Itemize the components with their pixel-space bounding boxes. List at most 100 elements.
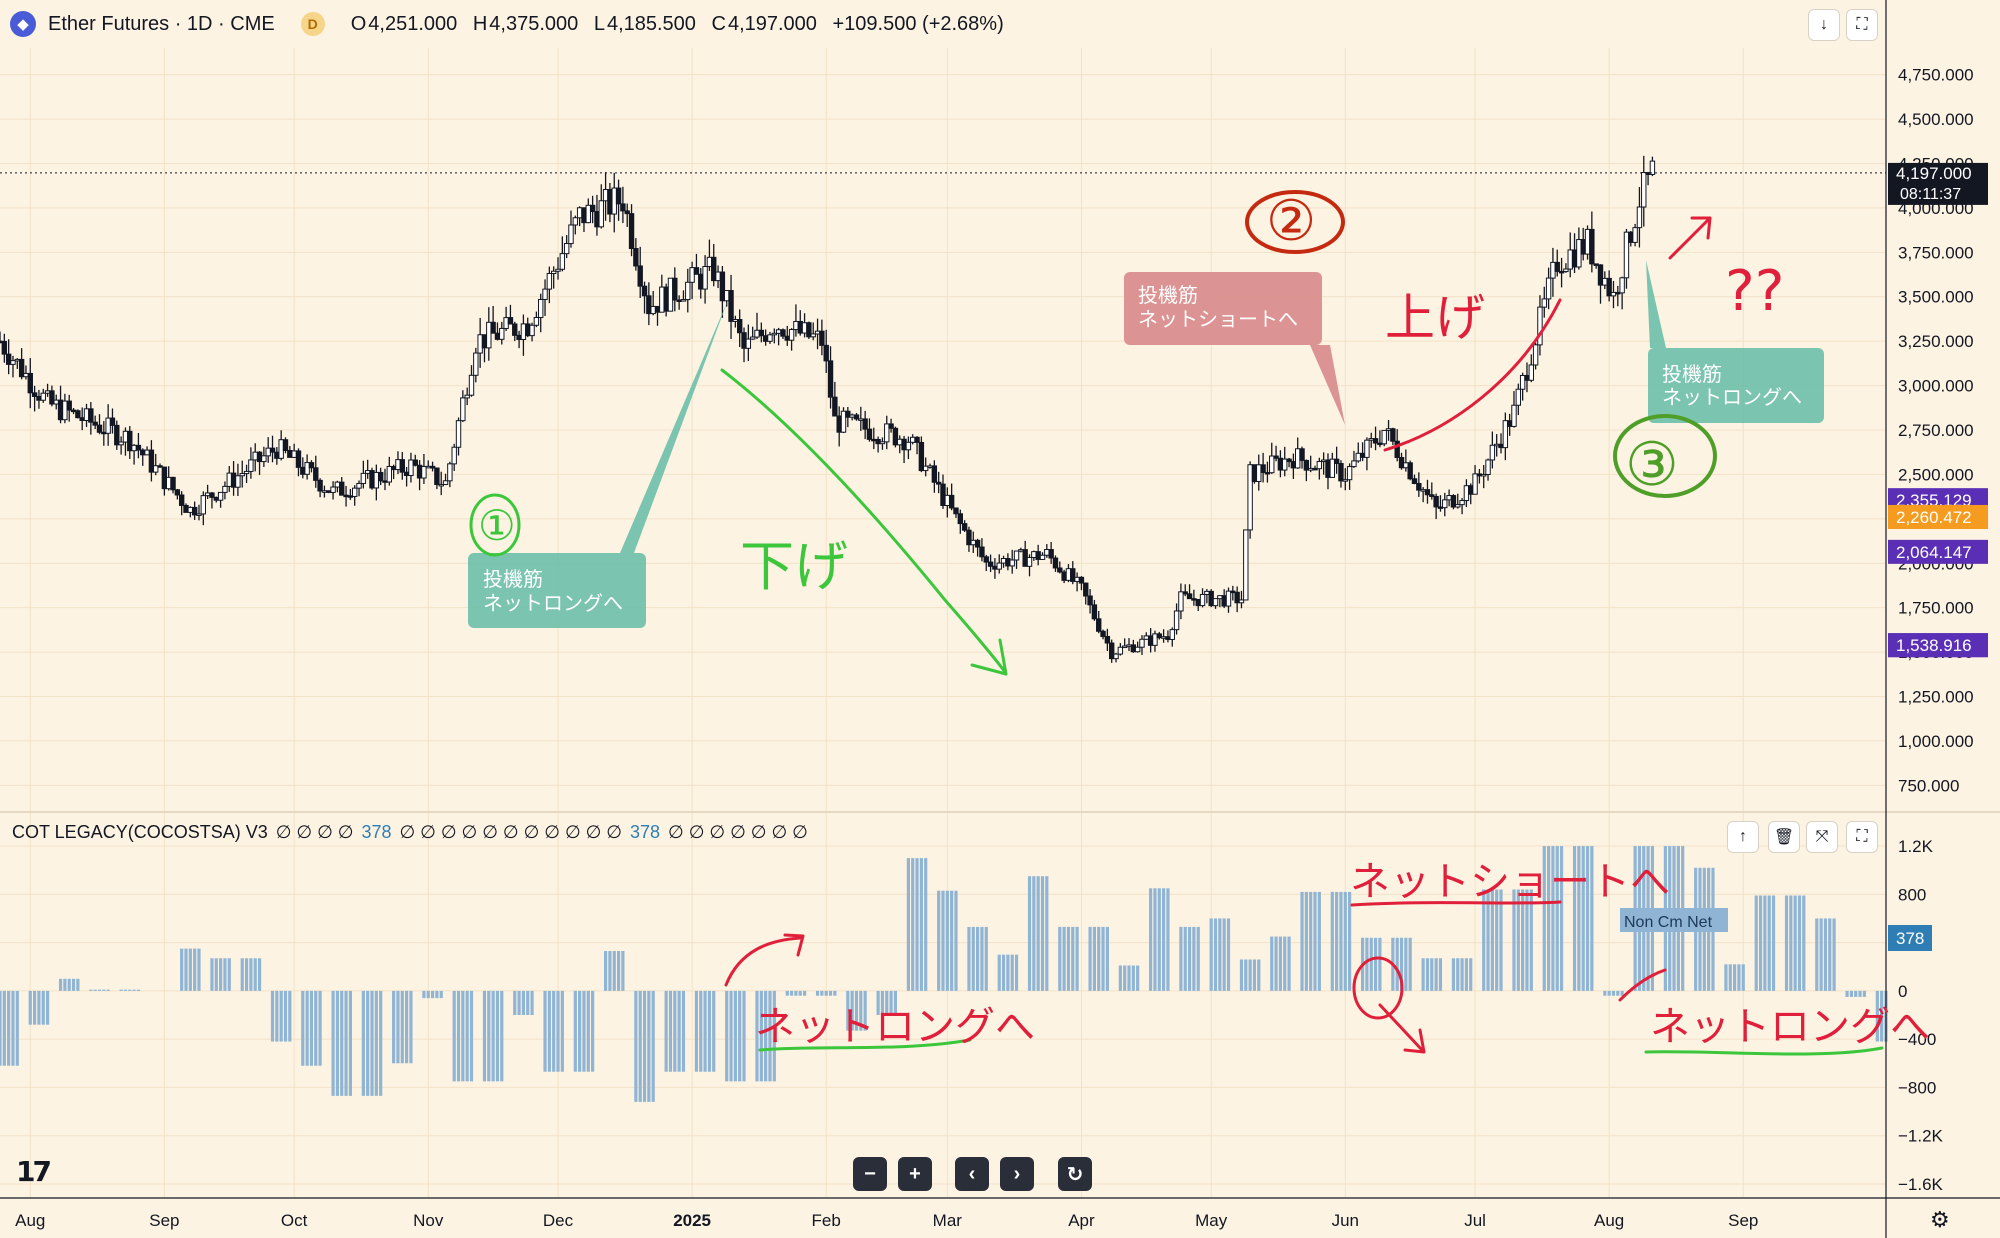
candle-body — [1550, 261, 1556, 279]
cot-bar — [815, 990, 820, 996]
cot-bar — [764, 990, 768, 1082]
candle-body — [256, 451, 263, 463]
candle-body — [442, 480, 449, 485]
callout-net-long-2[interactable]: 投機筋 ネットロングへ — [1646, 260, 1824, 423]
cot-tick-label: −1.2K — [1898, 1127, 1944, 1146]
cot-bar — [1166, 888, 1170, 991]
candle-body — [62, 400, 68, 421]
cot-bar — [279, 990, 283, 1042]
cot-tick-label: 800 — [1898, 885, 1926, 904]
reset-chart-button[interactable]: ↻ — [1058, 1157, 1092, 1191]
candle-body — [888, 423, 894, 429]
candle-body — [966, 529, 972, 546]
time-tick-label: 2025 — [673, 1211, 711, 1230]
cot-bar — [1585, 846, 1590, 991]
candle-body — [70, 409, 77, 413]
cot-bar — [997, 954, 1001, 991]
candle-body — [1390, 428, 1396, 442]
candle-body — [109, 417, 116, 426]
cot-bar — [1572, 846, 1577, 991]
trash-icon[interactable]: 🗑 — [1768, 821, 1800, 853]
fullscreen-icon[interactable]: ⛶ — [1846, 9, 1878, 41]
candle-body — [53, 399, 59, 405]
candle-body — [135, 444, 142, 451]
cot-bar — [647, 990, 651, 1102]
cot-bar — [283, 990, 288, 1042]
cot-bar — [469, 990, 474, 1082]
cot-bar — [768, 990, 772, 1082]
candle-body — [83, 408, 90, 422]
cot-bar — [128, 989, 132, 991]
cot-bar — [1460, 958, 1464, 991]
candle-body — [680, 299, 687, 302]
candle-body — [572, 217, 579, 226]
time-axis[interactable]: Aug Sep Oct Nov Dec 2025 Feb Mar Apr May Jun Jul Aug… — [15, 1211, 1758, 1230]
move-up-icon[interactable]: ↑ — [1727, 821, 1759, 853]
fullscreen-pane-icon[interactable]: ⛶ — [1846, 821, 1878, 853]
last-price-value: 4,197.000 — [1896, 164, 1972, 183]
cot-bar — [426, 990, 430, 999]
symbol-title[interactable]: Ether Futures · 1D · CME — [48, 12, 275, 35]
indicator-value-1: 378 — [361, 822, 392, 842]
collapse-icon[interactable]: ⤧ — [1806, 821, 1838, 853]
candle-body — [269, 447, 276, 453]
candle-body — [144, 449, 150, 456]
candle-body — [1286, 458, 1292, 463]
candle-body — [382, 480, 388, 483]
candle-body — [1515, 388, 1522, 406]
scroll-left-button[interactable]: ‹ — [955, 1157, 989, 1191]
candle-body — [922, 465, 929, 472]
candle-body — [1463, 485, 1470, 502]
gear-icon[interactable]: ⚙ — [1930, 1207, 1950, 1232]
cot-bar — [1209, 918, 1213, 991]
candle-body — [940, 483, 946, 507]
tradingview-logo[interactable]: 17 — [16, 1155, 52, 1188]
cot-bar — [1257, 959, 1261, 991]
candle-body — [1005, 558, 1011, 567]
cot-tick-label: 1.2K — [1898, 837, 1934, 856]
cot-bar — [1192, 926, 1196, 991]
low-value: 4,185.500 — [606, 12, 696, 35]
candle-body — [27, 372, 33, 394]
cot-bar — [967, 926, 971, 991]
cot-bar — [1088, 926, 1092, 991]
arrow-down-icon[interactable]: ↓ — [1808, 9, 1840, 41]
cot-bar — [526, 990, 530, 1015]
cot-bar — [188, 948, 192, 991]
cot-bar — [1559, 846, 1564, 991]
cot-bar — [785, 990, 789, 996]
cot-bar — [227, 958, 231, 991]
cot-bar — [738, 990, 742, 1082]
callout-net-long-1[interactable]: 投機筋 ネットロングへ — [468, 300, 728, 628]
cot-bar — [1763, 895, 1767, 991]
cot-bar — [755, 990, 759, 1082]
candle-body — [897, 438, 903, 446]
candle-body — [1225, 590, 1232, 607]
cot-bar — [673, 990, 677, 1072]
candle-body — [1221, 595, 1227, 607]
cot-bar — [1040, 876, 1045, 991]
cot-bar — [366, 990, 370, 1096]
candle-body — [1083, 582, 1089, 597]
cot-bar — [1741, 964, 1745, 991]
candle-body — [620, 203, 626, 212]
candle-body — [1039, 554, 1046, 560]
hand-text-netlong-1: ネットロングへ — [755, 1004, 1035, 1050]
scroll-right-button[interactable]: › — [1000, 1157, 1034, 1191]
zoom-out-button[interactable]: − — [853, 1157, 887, 1191]
cot-bar — [1071, 926, 1075, 991]
callout-net-short[interactable]: 投機筋 ネットショートへ — [1124, 272, 1345, 425]
cot-bar — [197, 948, 201, 991]
candle-body — [1368, 438, 1374, 441]
cot-bar — [223, 958, 227, 991]
cot-bar — [193, 948, 197, 991]
series-name-label: Non Cm Net — [1624, 914, 1713, 931]
indicator-header[interactable]: COT LEGACY(COCOSTSA) V3 ∅ ∅ ∅ ∅ 378 ∅ ∅ … — [12, 822, 808, 842]
candle-body — [1126, 644, 1132, 647]
zoom-in-button[interactable]: + — [898, 1157, 932, 1191]
cot-bar — [93, 989, 97, 991]
candle-body — [105, 417, 111, 434]
candle-body — [732, 319, 739, 322]
cot-bar — [1027, 876, 1032, 991]
candle-body — [637, 265, 643, 287]
